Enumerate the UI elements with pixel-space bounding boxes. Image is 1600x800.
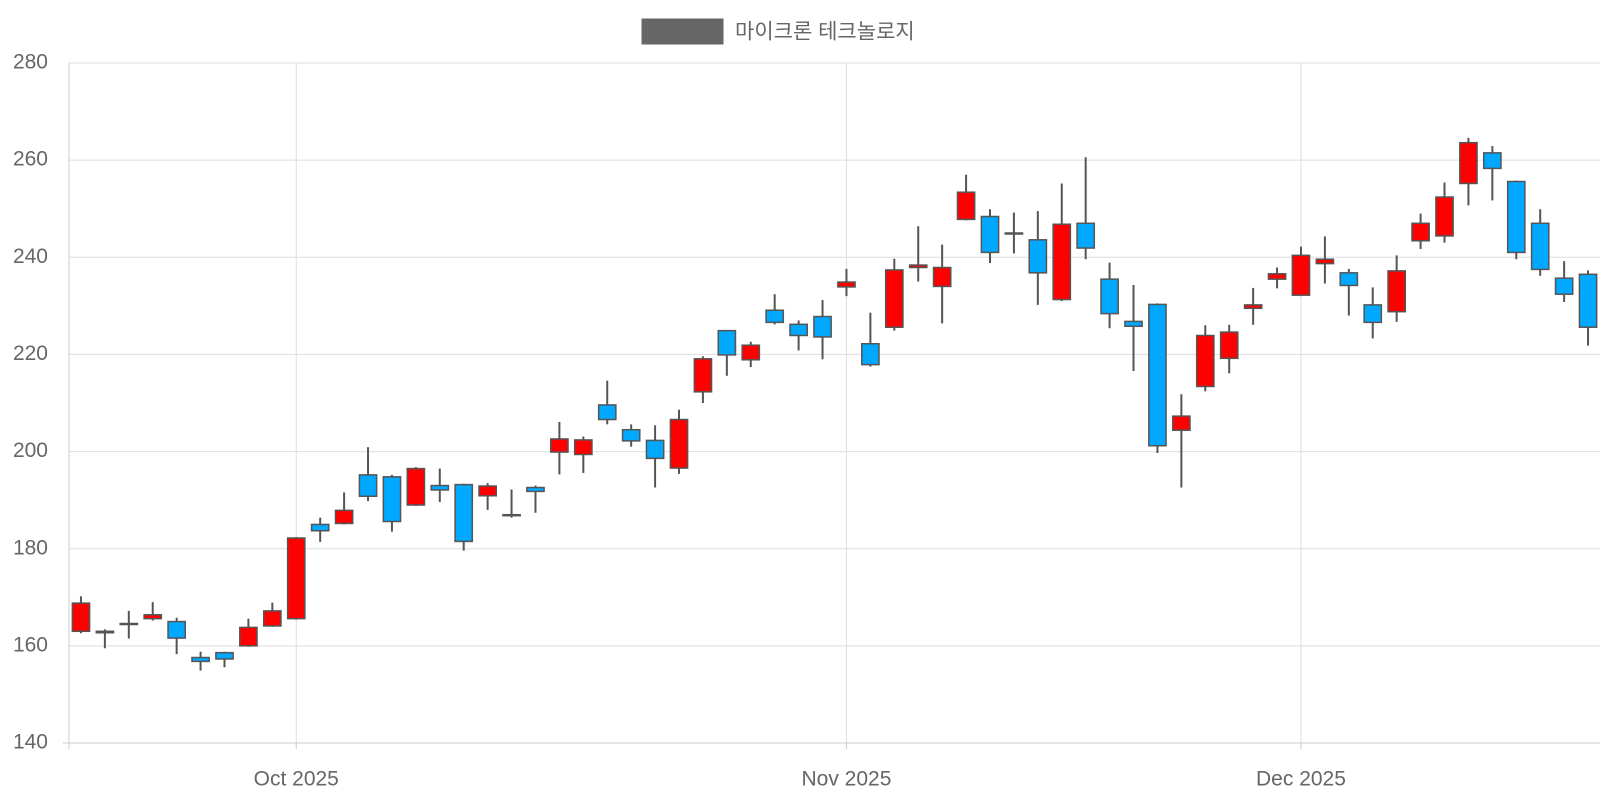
candle-body <box>215 651 234 660</box>
candle-body <box>741 344 761 361</box>
candle-body <box>884 269 904 328</box>
candle-body <box>550 438 569 453</box>
candle-body <box>1363 304 1383 324</box>
candle-body <box>1052 223 1072 301</box>
candle-body <box>262 610 282 627</box>
legend-label[interactable]: 마이크론 테크놀로지 <box>735 21 915 44</box>
y-tick-label: 260 <box>13 148 48 171</box>
candle-body <box>1435 196 1454 237</box>
candle-body <box>1530 222 1550 271</box>
candle-body <box>1028 239 1048 274</box>
candle-body <box>1172 415 1191 431</box>
y-tick-label: 180 <box>13 536 48 559</box>
candle-body <box>334 509 354 525</box>
candle-body <box>645 439 665 460</box>
candle-body <box>143 614 163 620</box>
candle-body <box>1387 270 1407 313</box>
candle-body <box>310 523 330 532</box>
legend-swatch[interactable] <box>641 18 724 45</box>
candle-body <box>239 626 258 647</box>
candle-body <box>191 656 210 663</box>
candle-body <box>1219 331 1239 360</box>
candle-body <box>621 428 641 442</box>
candle-body <box>717 329 737 356</box>
candle-body <box>861 342 880 366</box>
candle-body <box>1578 273 1598 328</box>
y-tick-label: 220 <box>13 342 48 365</box>
candle-body <box>1554 277 1574 295</box>
candle-body <box>1243 304 1263 310</box>
candle-body <box>1148 303 1167 447</box>
candle-body <box>382 476 402 523</box>
candle-body <box>1076 222 1096 249</box>
candle-body <box>573 439 593 456</box>
candle-body <box>1100 278 1119 315</box>
candle-body <box>502 513 521 517</box>
y-tick-label: 240 <box>13 245 48 268</box>
candle-body <box>597 404 617 421</box>
candle-body <box>95 630 115 634</box>
candle-body <box>1482 152 1502 170</box>
candle-body <box>1267 273 1287 280</box>
candle-body <box>167 620 187 639</box>
candle-body <box>813 315 832 338</box>
candle-body <box>1004 232 1024 235</box>
y-tick-label: 200 <box>13 439 48 462</box>
candle-body <box>1124 320 1143 328</box>
candle-body <box>286 537 306 620</box>
candle-body <box>1315 258 1335 265</box>
candle-body <box>478 485 497 497</box>
y-tick-label: 280 <box>13 51 48 74</box>
candle-body <box>526 486 545 493</box>
candle-body <box>932 266 952 288</box>
x-tick-label: Dec 2025 <box>1256 768 1346 791</box>
candle-body <box>789 323 808 337</box>
candle-body <box>454 483 474 543</box>
candle-body <box>1339 272 1359 287</box>
candle-body <box>1291 254 1311 296</box>
candle-body <box>669 418 689 469</box>
candle-body <box>358 474 378 498</box>
candle-body <box>1459 141 1478 185</box>
candle-body <box>430 484 450 491</box>
candle-body <box>956 191 976 221</box>
candle-body <box>119 622 139 626</box>
candle-body <box>406 467 426 506</box>
candle-body <box>71 602 91 633</box>
candle-body <box>1411 222 1430 242</box>
x-tick-label: Nov 2025 <box>802 768 892 791</box>
candle-body <box>837 281 856 288</box>
candle-body <box>908 264 928 269</box>
candle-body <box>765 309 785 324</box>
candle-body <box>1506 180 1526 254</box>
candle-body <box>693 358 713 393</box>
y-tick-label: 140 <box>13 731 48 754</box>
candle-body <box>980 215 1000 254</box>
x-tick-label: Oct 2025 <box>254 768 339 791</box>
candle-body <box>1195 334 1215 388</box>
y-tick-label: 160 <box>13 633 48 656</box>
